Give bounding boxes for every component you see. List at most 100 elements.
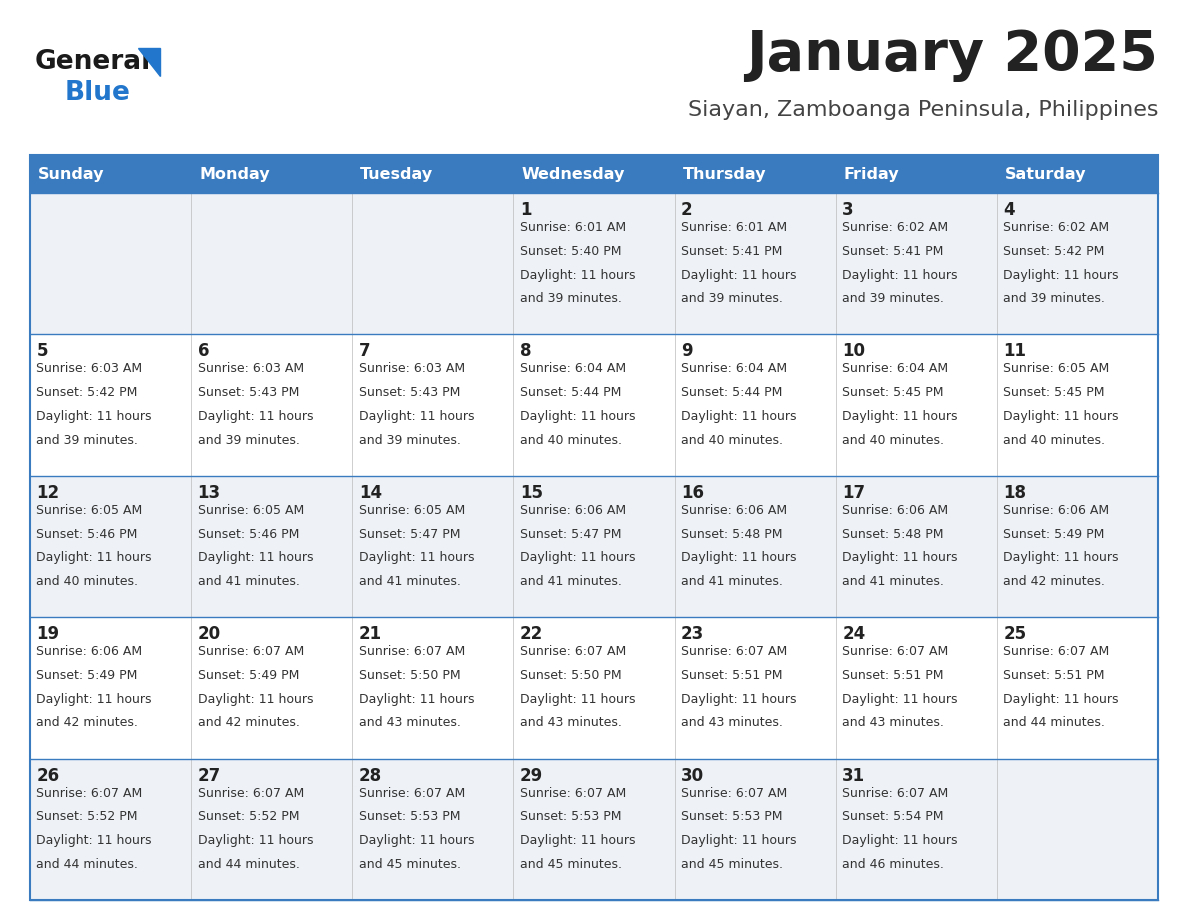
Bar bbox=[191, 155, 353, 193]
Text: Sunday: Sunday bbox=[38, 166, 105, 182]
Text: Sunset: 5:42 PM: Sunset: 5:42 PM bbox=[1004, 245, 1105, 258]
Bar bbox=[997, 758, 1158, 900]
Text: Sunset: 5:51 PM: Sunset: 5:51 PM bbox=[842, 669, 943, 682]
Text: and 43 minutes.: and 43 minutes. bbox=[359, 716, 461, 730]
Text: 14: 14 bbox=[359, 484, 381, 502]
Text: and 44 minutes.: and 44 minutes. bbox=[1004, 716, 1105, 730]
Text: 6: 6 bbox=[197, 342, 209, 361]
Text: Daylight: 11 hours: Daylight: 11 hours bbox=[681, 693, 796, 706]
Text: 2: 2 bbox=[681, 201, 693, 219]
Text: 12: 12 bbox=[37, 484, 59, 502]
Bar bbox=[675, 155, 835, 193]
Text: Sunset: 5:53 PM: Sunset: 5:53 PM bbox=[681, 811, 783, 823]
Bar bbox=[353, 758, 513, 900]
Text: and 39 minutes.: and 39 minutes. bbox=[681, 292, 783, 306]
Bar bbox=[835, 193, 997, 334]
Text: and 39 minutes.: and 39 minutes. bbox=[197, 433, 299, 447]
Text: Sunrise: 6:02 AM: Sunrise: 6:02 AM bbox=[842, 221, 948, 234]
Text: 13: 13 bbox=[197, 484, 221, 502]
Text: Sunset: 5:44 PM: Sunset: 5:44 PM bbox=[681, 386, 783, 399]
Text: 1: 1 bbox=[520, 201, 531, 219]
Text: Sunset: 5:46 PM: Sunset: 5:46 PM bbox=[197, 528, 299, 541]
Text: Sunset: 5:45 PM: Sunset: 5:45 PM bbox=[842, 386, 943, 399]
Text: Sunset: 5:41 PM: Sunset: 5:41 PM bbox=[681, 245, 783, 258]
Text: Sunrise: 6:05 AM: Sunrise: 6:05 AM bbox=[197, 504, 304, 517]
Text: 28: 28 bbox=[359, 767, 381, 785]
Bar bbox=[835, 476, 997, 617]
Text: and 42 minutes.: and 42 minutes. bbox=[1004, 575, 1105, 588]
Text: 27: 27 bbox=[197, 767, 221, 785]
Text: 31: 31 bbox=[842, 767, 865, 785]
Text: Monday: Monday bbox=[200, 166, 270, 182]
Bar bbox=[997, 193, 1158, 334]
Text: 18: 18 bbox=[1004, 484, 1026, 502]
Text: Sunset: 5:41 PM: Sunset: 5:41 PM bbox=[842, 245, 943, 258]
Text: 26: 26 bbox=[37, 767, 59, 785]
Bar bbox=[191, 617, 353, 758]
Text: Daylight: 11 hours: Daylight: 11 hours bbox=[681, 410, 796, 423]
Text: Daylight: 11 hours: Daylight: 11 hours bbox=[520, 552, 636, 565]
Text: 16: 16 bbox=[681, 484, 704, 502]
Text: Sunrise: 6:07 AM: Sunrise: 6:07 AM bbox=[842, 645, 948, 658]
Text: 11: 11 bbox=[1004, 342, 1026, 361]
Text: Daylight: 11 hours: Daylight: 11 hours bbox=[681, 834, 796, 847]
Text: Daylight: 11 hours: Daylight: 11 hours bbox=[520, 693, 636, 706]
Text: Sunrise: 6:01 AM: Sunrise: 6:01 AM bbox=[520, 221, 626, 234]
Text: Sunset: 5:49 PM: Sunset: 5:49 PM bbox=[1004, 528, 1105, 541]
Text: Daylight: 11 hours: Daylight: 11 hours bbox=[842, 693, 958, 706]
Text: 17: 17 bbox=[842, 484, 865, 502]
Text: Daylight: 11 hours: Daylight: 11 hours bbox=[520, 268, 636, 282]
Text: and 43 minutes.: and 43 minutes. bbox=[520, 716, 621, 730]
Text: Wednesday: Wednesday bbox=[522, 166, 625, 182]
Text: Sunrise: 6:07 AM: Sunrise: 6:07 AM bbox=[197, 787, 304, 800]
Text: Sunset: 5:53 PM: Sunset: 5:53 PM bbox=[359, 811, 460, 823]
Text: January 2025: January 2025 bbox=[746, 28, 1158, 82]
Bar bbox=[997, 617, 1158, 758]
Text: 15: 15 bbox=[520, 484, 543, 502]
Text: and 40 minutes.: and 40 minutes. bbox=[1004, 433, 1105, 447]
Text: Sunset: 5:47 PM: Sunset: 5:47 PM bbox=[359, 528, 460, 541]
Text: Sunset: 5:50 PM: Sunset: 5:50 PM bbox=[359, 669, 461, 682]
Text: Sunrise: 6:07 AM: Sunrise: 6:07 AM bbox=[197, 645, 304, 658]
Bar bbox=[675, 334, 835, 476]
Text: Daylight: 11 hours: Daylight: 11 hours bbox=[1004, 268, 1119, 282]
Text: Daylight: 11 hours: Daylight: 11 hours bbox=[1004, 410, 1119, 423]
Text: Sunset: 5:49 PM: Sunset: 5:49 PM bbox=[197, 669, 299, 682]
Text: Sunrise: 6:06 AM: Sunrise: 6:06 AM bbox=[1004, 504, 1110, 517]
Text: Sunrise: 6:06 AM: Sunrise: 6:06 AM bbox=[37, 645, 143, 658]
Bar bbox=[353, 334, 513, 476]
Text: and 42 minutes.: and 42 minutes. bbox=[197, 716, 299, 730]
Text: Sunrise: 6:04 AM: Sunrise: 6:04 AM bbox=[681, 363, 788, 375]
Text: Daylight: 11 hours: Daylight: 11 hours bbox=[842, 552, 958, 565]
Text: Sunset: 5:43 PM: Sunset: 5:43 PM bbox=[197, 386, 299, 399]
Bar bbox=[835, 758, 997, 900]
Text: Sunrise: 6:06 AM: Sunrise: 6:06 AM bbox=[842, 504, 948, 517]
Polygon shape bbox=[138, 48, 160, 76]
Bar bbox=[675, 476, 835, 617]
Text: 19: 19 bbox=[37, 625, 59, 644]
Text: Daylight: 11 hours: Daylight: 11 hours bbox=[359, 834, 474, 847]
Text: Daylight: 11 hours: Daylight: 11 hours bbox=[197, 834, 314, 847]
Text: Daylight: 11 hours: Daylight: 11 hours bbox=[37, 834, 152, 847]
Text: Sunrise: 6:07 AM: Sunrise: 6:07 AM bbox=[681, 787, 788, 800]
Bar bbox=[30, 193, 191, 334]
Bar bbox=[513, 155, 675, 193]
Text: Thursday: Thursday bbox=[683, 166, 766, 182]
Text: 8: 8 bbox=[520, 342, 531, 361]
Bar bbox=[191, 334, 353, 476]
Bar bbox=[513, 758, 675, 900]
Text: Daylight: 11 hours: Daylight: 11 hours bbox=[197, 410, 314, 423]
Text: and 40 minutes.: and 40 minutes. bbox=[37, 575, 139, 588]
Bar bbox=[353, 476, 513, 617]
Text: Sunrise: 6:05 AM: Sunrise: 6:05 AM bbox=[1004, 363, 1110, 375]
Text: and 39 minutes.: and 39 minutes. bbox=[1004, 292, 1105, 306]
Text: and 41 minutes.: and 41 minutes. bbox=[842, 575, 944, 588]
Text: Daylight: 11 hours: Daylight: 11 hours bbox=[842, 834, 958, 847]
Text: Saturday: Saturday bbox=[1005, 166, 1086, 182]
Text: Sunset: 5:49 PM: Sunset: 5:49 PM bbox=[37, 669, 138, 682]
Text: and 41 minutes.: and 41 minutes. bbox=[520, 575, 621, 588]
Text: Sunrise: 6:06 AM: Sunrise: 6:06 AM bbox=[520, 504, 626, 517]
Bar bbox=[997, 476, 1158, 617]
Text: and 40 minutes.: and 40 minutes. bbox=[681, 433, 783, 447]
Bar bbox=[835, 617, 997, 758]
